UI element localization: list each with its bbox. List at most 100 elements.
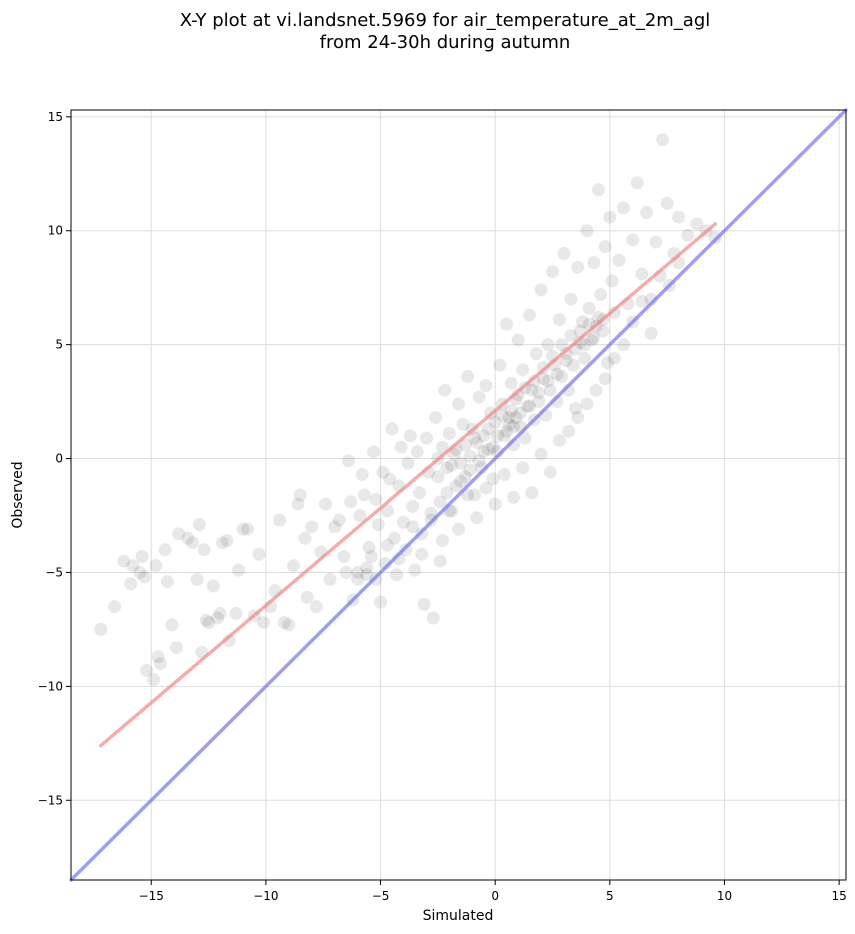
data-point	[626, 233, 640, 247]
x-tick-label: −5	[372, 889, 390, 903]
data-point	[135, 550, 149, 564]
data-point	[126, 559, 140, 573]
data-point	[523, 399, 537, 413]
data-point	[559, 347, 573, 361]
data-point	[605, 274, 619, 288]
data-point	[607, 351, 621, 365]
data-point	[433, 554, 447, 568]
data-point	[282, 618, 296, 632]
data-point	[357, 488, 371, 502]
data-point	[607, 306, 621, 320]
data-point	[452, 522, 465, 536]
data-point	[656, 133, 670, 147]
data-point	[500, 317, 514, 331]
data-point	[376, 465, 390, 479]
data-point	[429, 411, 443, 425]
data-point	[286, 559, 300, 573]
data-point	[236, 522, 250, 536]
data-point	[438, 383, 452, 397]
data-point	[511, 388, 525, 402]
y-tick-label: 5	[55, 338, 63, 352]
data-point	[472, 454, 486, 468]
data-point	[390, 568, 404, 582]
data-point	[305, 520, 319, 534]
y-tick-label: −10	[38, 679, 63, 693]
data-point	[504, 376, 518, 390]
data-point	[568, 401, 582, 415]
data-point	[507, 420, 521, 434]
data-point	[454, 456, 468, 470]
x-tick-label: 5	[606, 889, 614, 903]
data-point	[202, 616, 216, 630]
data-point	[408, 563, 422, 577]
data-point	[169, 641, 183, 655]
data-point	[571, 411, 585, 425]
data-point	[461, 488, 475, 502]
data-point	[555, 370, 569, 384]
data-point	[481, 442, 495, 456]
data-point	[550, 367, 564, 381]
data-point	[231, 563, 245, 577]
data-point	[213, 606, 227, 620]
data-point	[419, 431, 433, 445]
data-point	[630, 176, 644, 190]
data-point	[341, 454, 355, 468]
data-point	[509, 411, 523, 425]
data-point	[477, 429, 491, 443]
x-tick-label: −15	[139, 889, 164, 903]
data-point	[598, 372, 612, 386]
data-point	[140, 663, 154, 677]
data-point	[578, 351, 592, 365]
data-point	[394, 440, 408, 454]
data-point	[339, 565, 353, 579]
data-point	[424, 506, 438, 520]
data-point	[520, 399, 534, 413]
data-point	[486, 440, 500, 454]
data-point	[328, 520, 342, 534]
data-point	[385, 422, 399, 436]
data-point	[319, 497, 333, 511]
data-point	[133, 565, 147, 579]
data-point	[598, 240, 612, 254]
data-point	[415, 547, 429, 561]
data-point	[323, 572, 337, 586]
data-point	[591, 183, 605, 197]
data-point	[472, 390, 486, 404]
data-point	[433, 495, 447, 509]
data-point	[507, 490, 521, 504]
data-point	[442, 426, 456, 440]
data-point	[215, 536, 229, 550]
scatter-points	[94, 133, 722, 687]
data-point	[364, 550, 378, 564]
data-point	[362, 540, 376, 554]
data-point	[470, 511, 484, 525]
data-point	[500, 424, 514, 438]
data-point	[371, 518, 385, 532]
data-point	[367, 445, 381, 459]
data-point	[566, 358, 580, 372]
data-point	[190, 572, 204, 586]
data-point	[410, 445, 424, 459]
data-point	[147, 673, 161, 687]
data-point	[293, 488, 307, 502]
data-point	[273, 513, 287, 527]
data-point	[374, 595, 388, 609]
data-point	[488, 415, 502, 429]
data-point	[417, 597, 431, 611]
data-point	[536, 372, 550, 386]
data-point	[518, 431, 532, 445]
data-point	[431, 470, 445, 484]
data-point	[137, 570, 151, 584]
data-point	[580, 397, 594, 411]
data-point	[534, 283, 548, 297]
data-point	[158, 543, 172, 557]
data-point	[117, 554, 131, 568]
data-point	[291, 497, 305, 511]
data-point	[529, 347, 543, 361]
data-point	[497, 429, 511, 443]
data-point	[406, 499, 420, 513]
data-point	[525, 383, 539, 397]
data-point	[490, 429, 504, 443]
data-point	[555, 338, 569, 352]
